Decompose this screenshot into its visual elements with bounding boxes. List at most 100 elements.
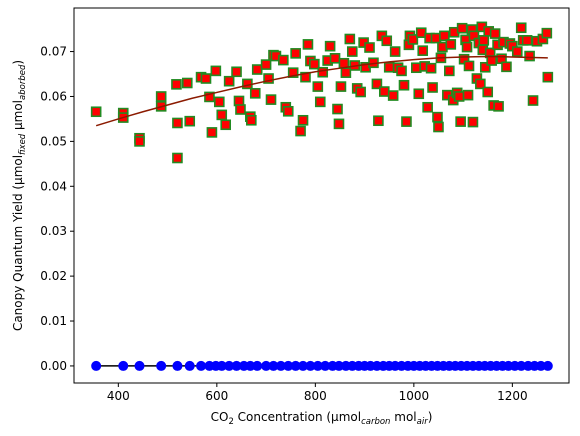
fit-curve — [95, 55, 548, 127]
yield-point-79 — [407, 34, 419, 45]
yield-point-55 — [340, 67, 352, 78]
yield-point-57 — [346, 46, 358, 57]
zero-point-0 — [91, 360, 102, 371]
yield-point-97 — [445, 39, 457, 50]
x-tick-label-1200: 1200 — [497, 389, 528, 403]
yield-point-70 — [383, 61, 395, 73]
zero-point-4 — [172, 360, 183, 371]
yield-point-28 — [251, 64, 263, 75]
yield-point-44 — [309, 58, 320, 70]
yield-point-18 — [216, 109, 228, 121]
yield-point-10 — [181, 77, 193, 89]
yield-point-91 — [433, 121, 444, 133]
yield-point-14 — [204, 91, 215, 103]
yield-point-85 — [422, 101, 433, 113]
yield-point-81 — [413, 88, 425, 100]
axes: 400 600 800 1000 1200 0.00 0.01 0.02 0.03 0.04 0.0… — [40, 7, 570, 403]
yield-point-141 — [542, 71, 554, 83]
yield-point-27 — [249, 88, 261, 99]
yield-point-72 — [389, 46, 401, 57]
yield-point-65 — [371, 78, 383, 90]
yield-point-96 — [444, 65, 455, 77]
yield-point-15 — [206, 127, 218, 138]
y-tick-label-4: 0.04 — [40, 179, 67, 193]
yield-point-22 — [233, 95, 245, 107]
yield-point-46 — [314, 96, 326, 108]
yield-point-126 — [493, 101, 504, 112]
yield-point-124 — [489, 28, 501, 39]
yield-point-87 — [425, 62, 437, 74]
yield-point-42 — [302, 39, 314, 50]
yield-point-63 — [364, 42, 375, 53]
yield-point-140 — [541, 27, 553, 39]
yield-point-74 — [396, 65, 407, 77]
yield-point-82 — [415, 27, 427, 39]
yield-point-101 — [453, 91, 465, 102]
yield-point-40 — [297, 114, 309, 126]
yield-point-11 — [184, 115, 196, 127]
label-part-6: ) — [428, 410, 433, 424]
yield-point-31 — [265, 94, 277, 105]
label-part-3: aborbed — [18, 64, 28, 100]
yield-point-107 — [462, 89, 474, 101]
yield-point-0 — [90, 106, 102, 118]
yield-point-66 — [373, 115, 384, 127]
yield-point-135 — [521, 35, 533, 46]
yield-point-94 — [439, 30, 450, 42]
yield-point-13 — [200, 73, 212, 84]
yield-point-76 — [401, 116, 412, 127]
yield-point-71 — [387, 90, 399, 101]
yield-point-88 — [427, 82, 438, 93]
yield-point-51 — [332, 103, 343, 115]
yield-point-52 — [333, 118, 345, 130]
yield-point-136 — [524, 50, 535, 62]
y-tick-label-1: 0.01 — [40, 314, 67, 328]
yield-point-53 — [335, 81, 347, 92]
yield-point-16 — [210, 65, 222, 77]
yield-point-41 — [300, 71, 311, 83]
yield-point-60 — [355, 86, 366, 98]
zero-point-14 — [252, 360, 263, 371]
y-tick-label-2: 0.02 — [40, 269, 67, 283]
y-tick-label-6: 0.06 — [40, 89, 67, 103]
yield-point-7 — [171, 79, 182, 90]
yield-point-47 — [317, 66, 329, 78]
yield-point-83 — [417, 45, 429, 56]
yield-point-103 — [456, 22, 468, 34]
label-part-5: air — [417, 417, 429, 427]
yield-point-37 — [287, 67, 299, 78]
label-part-4: ) — [11, 60, 25, 65]
yield-point-119 — [482, 86, 494, 98]
yield-point-56 — [344, 33, 356, 45]
yield-point-137 — [527, 95, 539, 106]
x-tick-label-400: 400 — [107, 389, 130, 403]
yield-point-129 — [501, 61, 512, 73]
yield-point-122 — [486, 55, 497, 66]
yield-point-118 — [479, 61, 491, 73]
yield-point-133 — [515, 22, 527, 34]
y-tick-label-7: 0.07 — [40, 45, 67, 59]
zero-point-1 — [118, 360, 129, 371]
label-part-3: carbon — [361, 417, 390, 427]
label-part-2: µmol — [11, 100, 25, 134]
yield-point-23 — [235, 104, 246, 115]
yield-point-5 — [155, 91, 167, 102]
zero-point-5 — [184, 360, 195, 371]
yield-point-90 — [432, 111, 443, 123]
label-part-2: Concentration (µmol — [234, 410, 361, 424]
zero-point-59 — [542, 360, 553, 371]
yield-point-69 — [381, 35, 393, 47]
zero-point-3 — [156, 360, 167, 371]
label-part-1: fixed — [18, 133, 28, 155]
yield-point-117 — [478, 35, 490, 46]
yield-point-110 — [467, 116, 479, 128]
y-tick-label-0: 0.00 — [40, 359, 67, 373]
yield-point-102 — [455, 116, 466, 127]
yield-point-26 — [246, 114, 257, 126]
yield-point-19 — [220, 119, 232, 131]
yield-point-17 — [213, 96, 225, 108]
yield-point-4 — [134, 136, 145, 147]
label-part-0: Canopy Quantum Yield (µmol — [11, 155, 25, 331]
yield-point-21 — [231, 66, 242, 78]
yield-point-30 — [263, 73, 274, 84]
